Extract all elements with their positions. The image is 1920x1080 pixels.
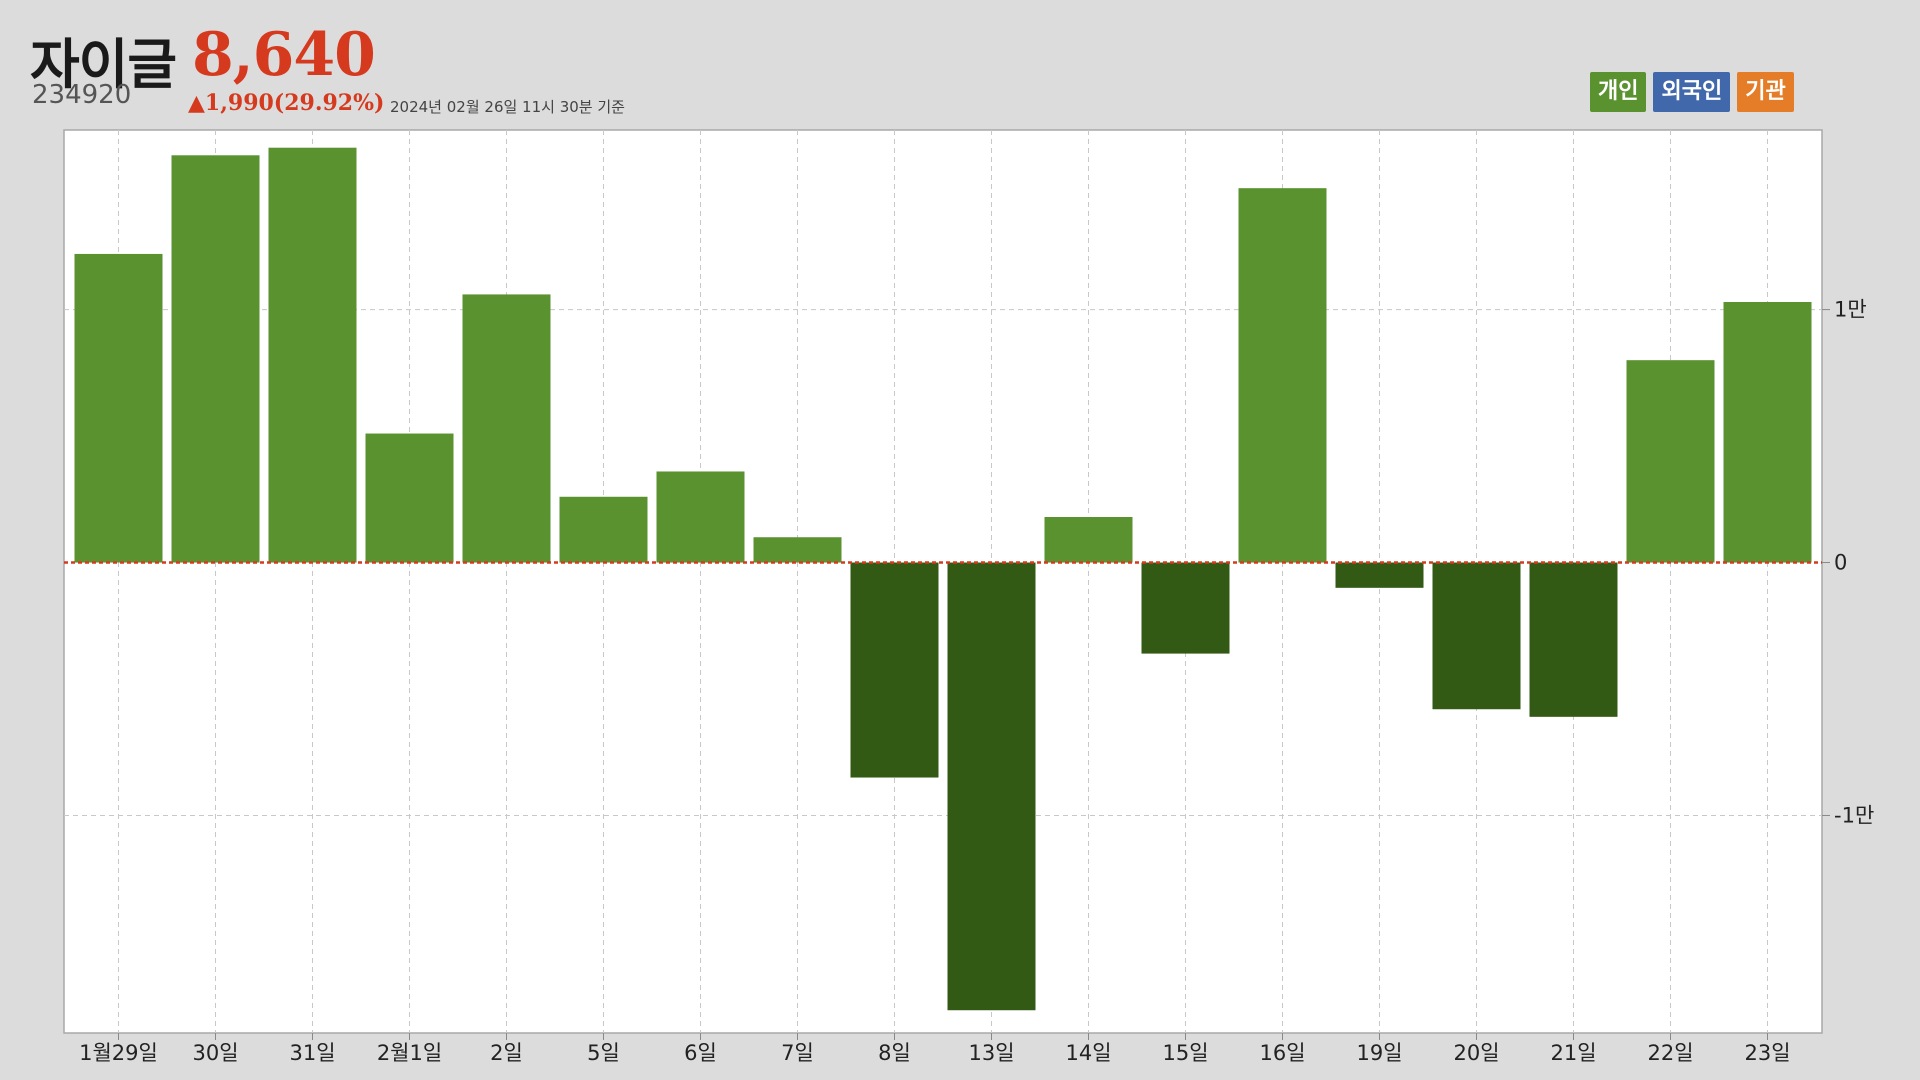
y-tick-label: 1만 [1834, 298, 1867, 322]
x-tick-label: 2월1일 [377, 1041, 442, 1065]
bar [850, 562, 939, 778]
bar [171, 155, 260, 563]
bar [268, 147, 357, 563]
stock-code: 234920 [32, 80, 132, 110]
x-tick-label: 20일 [1453, 1041, 1499, 1065]
as-of-timestamp: 2024년 02월 26일 11시 30분 기준 [390, 98, 625, 116]
legend-item-institution[interactable]: 기관 [1737, 72, 1794, 112]
bar [365, 433, 454, 563]
legend-item-foreign[interactable]: 외국인 [1653, 72, 1731, 112]
x-tick-label: 7일 [781, 1041, 814, 1065]
bar [1238, 188, 1327, 563]
bar [559, 496, 648, 563]
x-tick-label: 19일 [1356, 1041, 1402, 1065]
legend-item-individual[interactable]: 개인 [1590, 72, 1647, 112]
bar [947, 562, 1036, 1011]
x-tick-label: 21일 [1550, 1041, 1596, 1065]
price-change: ▲1,990(29.92%) [188, 90, 385, 116]
x-tick-label: 6일 [684, 1041, 717, 1065]
x-tick-label: 13일 [968, 1041, 1014, 1065]
x-tick-label: 5일 [587, 1041, 620, 1065]
x-tick-label: 16일 [1259, 1041, 1305, 1065]
x-tick-label: 30일 [192, 1041, 238, 1065]
x-tick-label: 8일 [878, 1041, 911, 1065]
legend: 개인 외국인 기관 [1590, 72, 1794, 112]
bar [656, 471, 745, 563]
bar [1529, 562, 1618, 717]
bar [753, 537, 842, 563]
bar [1723, 302, 1812, 563]
x-tick-label: 2일 [490, 1041, 523, 1065]
bar [74, 253, 163, 563]
y-tick-label: -1만 [1834, 803, 1874, 827]
bar [1335, 562, 1424, 588]
x-tick-label: 14일 [1065, 1041, 1111, 1065]
bar [1626, 360, 1715, 563]
bar [462, 294, 551, 563]
current-price: 8,640 [192, 20, 376, 90]
bar [1141, 562, 1230, 654]
x-tick-label: 23일 [1744, 1041, 1790, 1065]
x-tick-label: 22일 [1647, 1041, 1693, 1065]
stock-name: 자이글 [30, 33, 177, 96]
x-tick-label: 15일 [1162, 1041, 1208, 1065]
x-tick-label: 31일 [289, 1041, 335, 1065]
bar [1432, 562, 1521, 710]
y-tick-label: 0 [1834, 551, 1847, 575]
bar [1044, 517, 1133, 563]
x-tick-label: 1월29일 [79, 1041, 158, 1065]
plot-area [63, 129, 1823, 1034]
